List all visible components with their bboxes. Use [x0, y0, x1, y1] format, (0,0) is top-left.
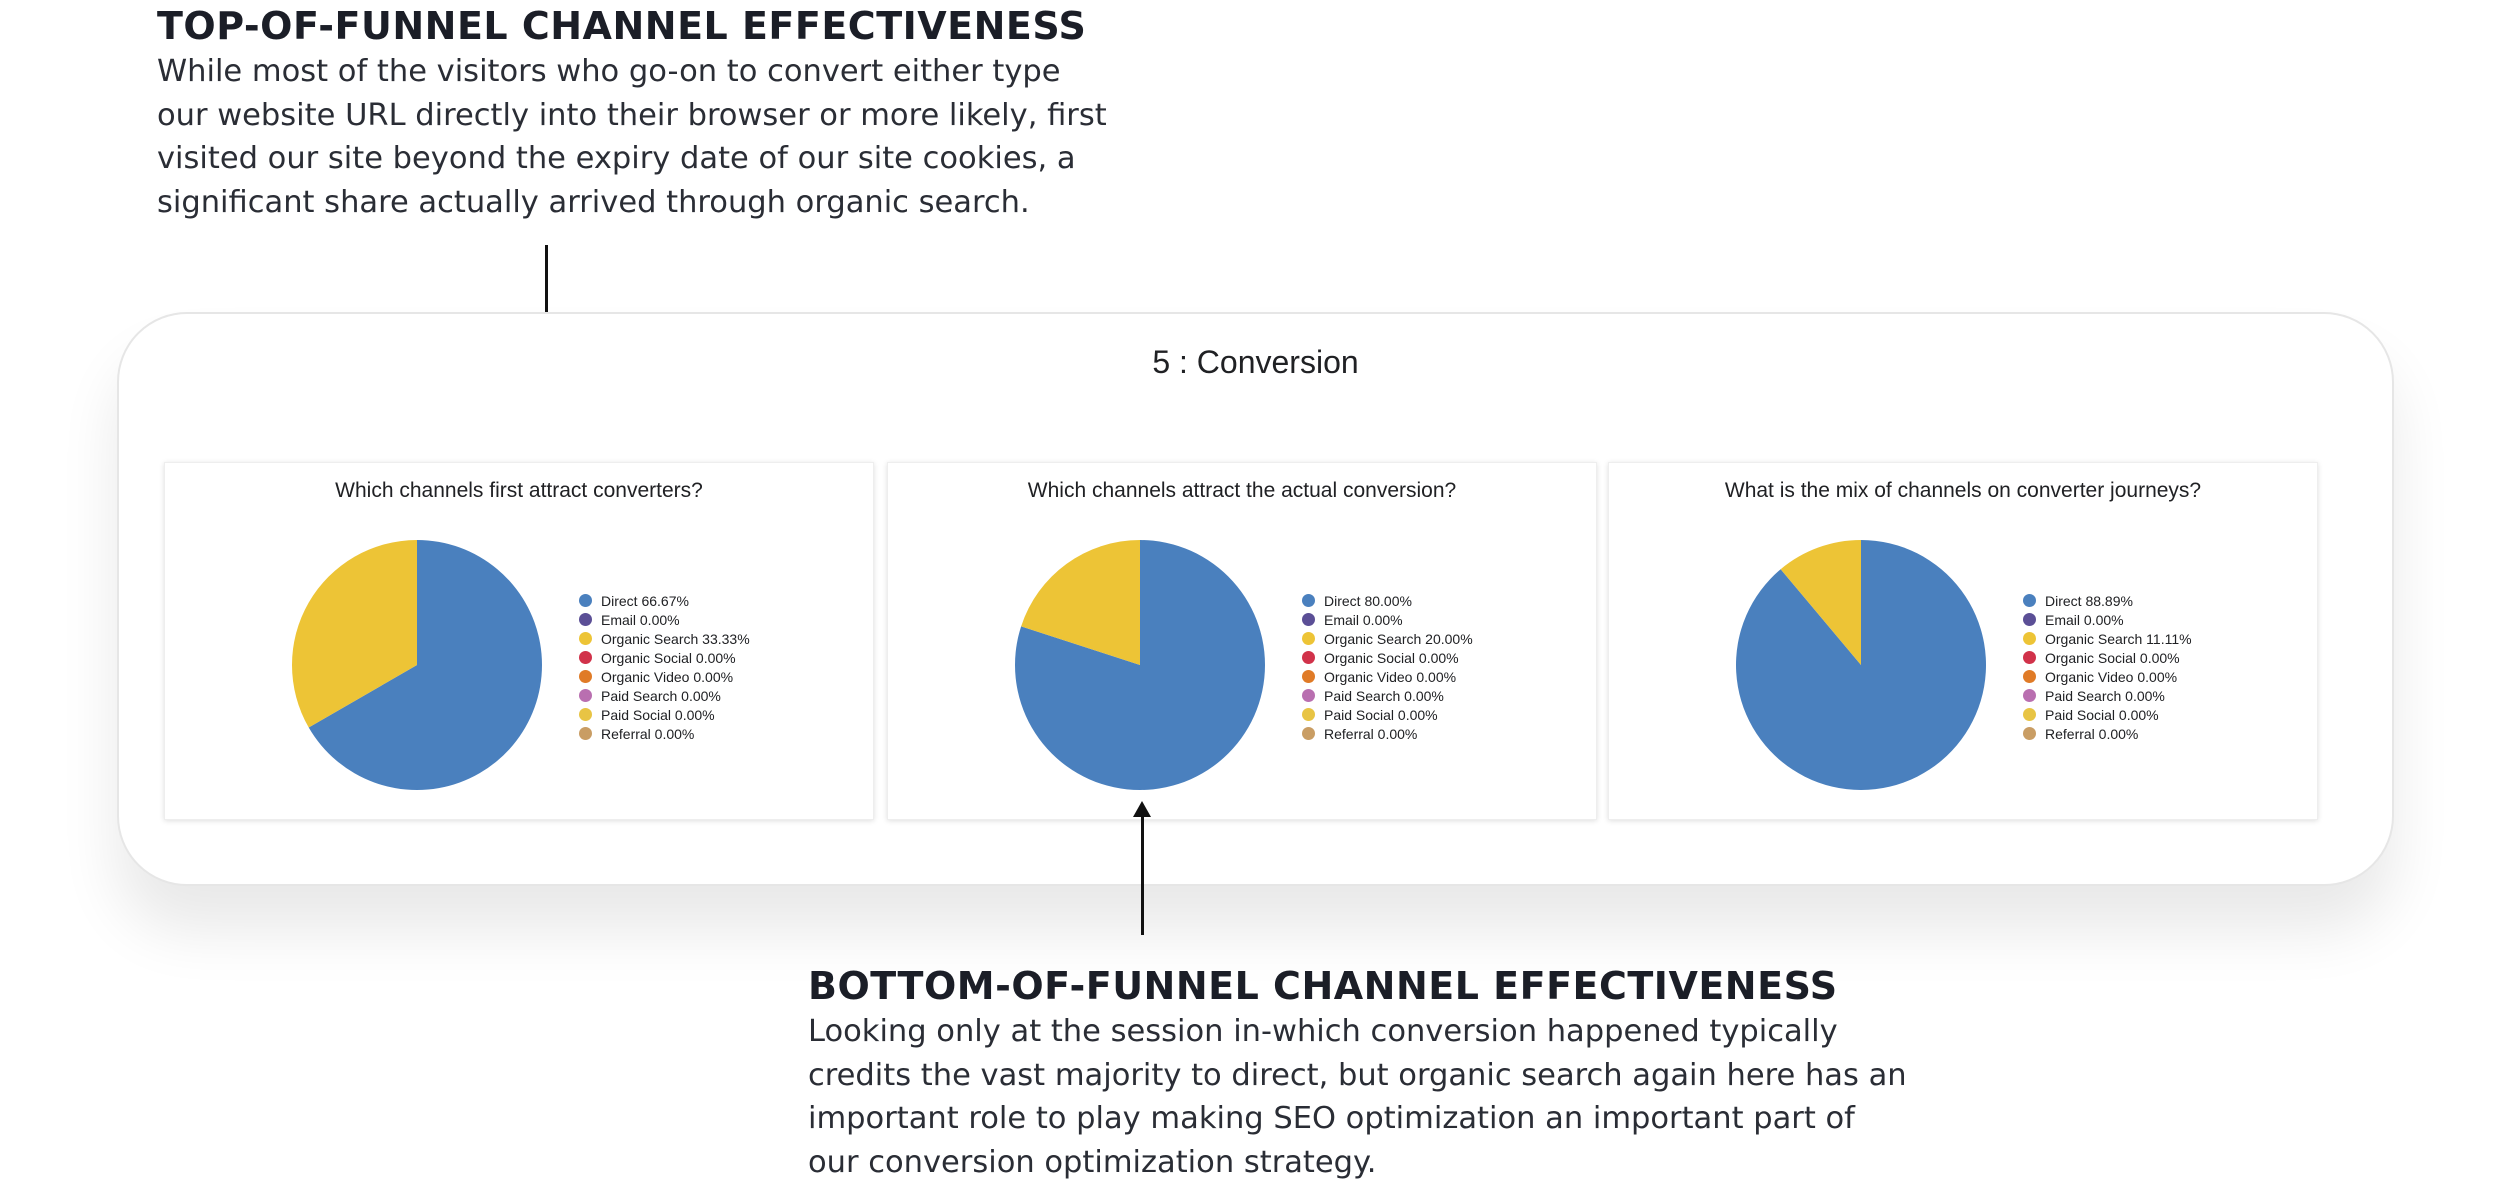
legend-swatch: [579, 708, 592, 721]
pie-slice-organic-search[interactable]: [1021, 540, 1140, 665]
pie-chart-first-touch: [291, 540, 542, 790]
chart-card-conversion-touch: Which channels attract the actual conver…: [887, 462, 1597, 820]
legend-item-paid-social[interactable]: Paid Social 0.00%: [2023, 705, 2192, 724]
legend-swatch: [2023, 651, 2036, 664]
legend-label: Paid Search 0.00%: [1324, 687, 1444, 704]
legend-label: Organic Social 0.00%: [601, 649, 736, 666]
legend-item-organic-search[interactable]: Organic Search 33.33%: [579, 629, 750, 648]
legend-swatch: [2023, 594, 2036, 607]
chart-legend: Direct 66.67% Email 0.00% Organic Search 3…: [579, 591, 750, 743]
legend-swatch: [579, 727, 592, 740]
legend-item-paid-search[interactable]: Paid Search 0.00%: [1302, 686, 1473, 705]
legend-label: Paid Search 0.00%: [2045, 687, 2165, 704]
legend-swatch: [1302, 594, 1315, 607]
legend-swatch: [579, 670, 592, 683]
legend-label: Organic Video 0.00%: [1324, 668, 1457, 685]
legend-swatch: [579, 594, 592, 607]
legend-item-organic-search[interactable]: Organic Search 11.11%: [2023, 629, 2192, 648]
legend-item-referral[interactable]: Referral 0.00%: [2023, 724, 2192, 743]
legend-swatch: [2023, 727, 2036, 740]
chart-title: Which channels first attract converters?: [335, 479, 703, 502]
chart-legend: Direct 80.00% Email 0.00% Organic Search 2…: [1302, 591, 1473, 743]
legend-swatch: [1302, 632, 1315, 645]
legend-label: Referral 0.00%: [2045, 725, 2139, 742]
legend-label: Paid Search 0.00%: [601, 687, 721, 704]
legend-label: Email 0.00%: [601, 611, 680, 628]
legend-label: Organic Video 0.00%: [2045, 668, 2178, 685]
legend-swatch: [1302, 651, 1315, 664]
legend-item-referral[interactable]: Referral 0.00%: [1302, 724, 1473, 743]
legend-swatch: [1302, 727, 1315, 740]
legend-swatch: [579, 632, 592, 645]
legend-item-paid-search[interactable]: Paid Search 0.00%: [579, 686, 750, 705]
legend-item-organic-video[interactable]: Organic Video 0.00%: [579, 667, 750, 686]
legend-item-organic-social[interactable]: Organic Social 0.00%: [1302, 648, 1473, 667]
legend-swatch: [2023, 670, 2036, 683]
legend-label: Paid Social 0.00%: [601, 706, 715, 723]
legend-swatch: [2023, 632, 2036, 645]
legend-item-direct[interactable]: Direct 80.00%: [1302, 591, 1473, 610]
pie-slice-organic-search[interactable]: [1780, 540, 1861, 665]
top-funnel-heading: TOP-OF-FUNNEL CHANNEL EFFECTIVENESS: [157, 4, 1087, 48]
legend-swatch: [2023, 708, 2036, 721]
top-funnel-body: While most of the visitors who go-on to …: [157, 54, 1107, 220]
pie-slice-direct[interactable]: [1736, 540, 1987, 790]
pie-slice-direct[interactable]: [308, 540, 542, 790]
legend-swatch: [1302, 613, 1315, 626]
arrow-up-icon: [1133, 801, 1151, 935]
legend-item-referral[interactable]: Referral 0.00%: [579, 724, 750, 743]
legend-item-direct[interactable]: Direct 88.89%: [2023, 591, 2192, 610]
legend-item-email[interactable]: Email 0.00%: [579, 610, 750, 629]
chart-card-first-touch: Which channels first attract converters?…: [164, 462, 874, 820]
chart-title: What is the mix of channels on converter…: [1724, 479, 2202, 502]
legend-item-paid-social[interactable]: Paid Social 0.00%: [1302, 705, 1473, 724]
legend-label: Email 0.00%: [2045, 611, 2124, 628]
conversion-dashboard: 5 : Conversion Which channels first attr…: [117, 312, 2394, 886]
legend-item-direct[interactable]: Direct 66.67%: [579, 591, 750, 610]
legend-item-email[interactable]: Email 0.00%: [1302, 610, 1473, 629]
chart-legend: Direct 88.89% Email 0.00% Organic Search 1…: [2023, 591, 2192, 743]
legend-label: Organic Search 33.33%: [601, 630, 750, 647]
legend-item-organic-video[interactable]: Organic Video 0.00%: [2023, 667, 2192, 686]
bottom-funnel-annotation: BOTTOM-OF-FUNNEL CHANNEL EFFECTIVENESS L…: [808, 962, 1908, 1184]
legend-item-paid-search[interactable]: Paid Search 0.00%: [2023, 686, 2192, 705]
legend-swatch: [579, 651, 592, 664]
dashboard-title: 5 : Conversion: [1152, 344, 1359, 380]
legend-swatch: [1302, 689, 1315, 702]
legend-swatch: [2023, 689, 2036, 702]
bottom-funnel-body: Looking only at the session in-which con…: [808, 1014, 1907, 1180]
legend-item-paid-social[interactable]: Paid Social 0.00%: [579, 705, 750, 724]
legend-label: Organic Video 0.00%: [601, 668, 734, 685]
legend-label: Organic Social 0.00%: [1324, 649, 1459, 666]
pie-slice-direct[interactable]: [1015, 540, 1266, 790]
legend-item-organic-search[interactable]: Organic Search 20.00%: [1302, 629, 1473, 648]
legend-swatch: [579, 689, 592, 702]
legend-label: Direct 88.89%: [2045, 592, 2133, 609]
legend-label: Email 0.00%: [1324, 611, 1403, 628]
legend-label: Direct 66.67%: [601, 592, 689, 609]
legend-item-organic-social[interactable]: Organic Social 0.00%: [2023, 648, 2192, 667]
legend-item-organic-video[interactable]: Organic Video 0.00%: [1302, 667, 1473, 686]
pie-chart-conversion-touch: [1015, 540, 1266, 790]
legend-swatch: [2023, 613, 2036, 626]
legend-label: Paid Social 0.00%: [1324, 706, 1438, 723]
chart-card-journey-mix: What is the mix of channels on converter…: [1608, 462, 2318, 820]
chart-title: Which channels attract the actual conver…: [1027, 479, 1457, 502]
bottom-funnel-heading: BOTTOM-OF-FUNNEL CHANNEL EFFECTIVENESS: [808, 964, 1838, 1008]
legend-swatch: [1302, 670, 1315, 683]
legend-label: Organic Social 0.00%: [2045, 649, 2180, 666]
legend-label: Direct 80.00%: [1324, 592, 1412, 609]
legend-label: Referral 0.00%: [601, 725, 695, 742]
legend-label: Paid Social 0.00%: [2045, 706, 2159, 723]
top-funnel-annotation: TOP-OF-FUNNEL CHANNEL EFFECTIVENESS Whil…: [157, 2, 1117, 224]
legend-label: Organic Search 20.00%: [1324, 630, 1473, 647]
legend-item-email[interactable]: Email 0.00%: [2023, 610, 2192, 629]
legend-label: Referral 0.00%: [1324, 725, 1418, 742]
pie-chart-journey-mix: [1736, 540, 1987, 790]
pie-slice-organic-search[interactable]: [291, 540, 417, 728]
legend-label: Organic Search 11.11%: [2045, 630, 2192, 647]
legend-item-organic-social[interactable]: Organic Social 0.00%: [579, 648, 750, 667]
legend-swatch: [1302, 708, 1315, 721]
legend-swatch: [579, 613, 592, 626]
